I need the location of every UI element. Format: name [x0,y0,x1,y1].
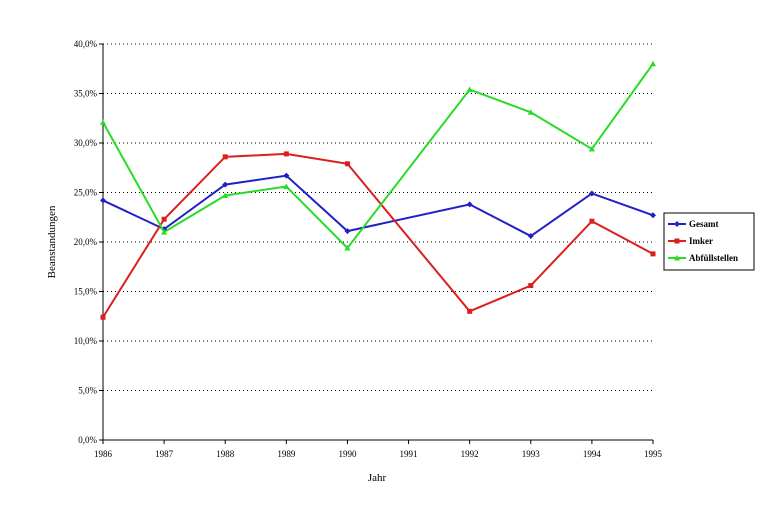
data-point-gesamt [222,181,229,188]
data-point-gesamt [650,212,656,219]
series-abf-llstellen [100,60,656,251]
data-point-imker [283,151,289,157]
x-tick-label: 1995 [644,449,663,459]
data-point-imker [589,218,595,224]
data-point-gesamt [100,197,106,204]
x-tick-label: 1991 [400,449,418,459]
x-tick-label: 1986 [94,449,113,459]
x-axis-title: Jahr [368,472,387,484]
y-tick-label: 40,0% [74,39,98,49]
data-point-abf-llstellen [527,109,534,115]
legend-label-imker: Imker [689,236,713,246]
data-point-gesamt [344,228,351,235]
y-tick-label: 5,0% [78,386,97,396]
x-tick-label: 1993 [522,449,541,459]
data-point-abf-llstellen [344,244,351,251]
data-point-imker [467,308,473,314]
x-tick-label: 1988 [216,449,235,459]
data-point-gesamt [527,233,534,240]
data-point-imker [222,154,228,160]
data-point-abf-llstellen [650,60,656,67]
y-tick-label: 25,0% [74,188,98,198]
data-point-imker [528,283,534,289]
data-point-gesamt [466,201,473,208]
x-tick-label: 1992 [461,449,479,459]
legend-label-gesamt: Gesamt [689,219,719,229]
legend-marker-gesamt [674,221,680,227]
data-point-imker [100,314,106,320]
data-point-gesamt [283,172,290,179]
x-tick-label: 1989 [277,449,296,459]
y-tick-label: 20,0% [74,237,98,247]
series-lines [100,60,656,320]
legend: Gesamt Imker Abfüllstellen [663,212,755,271]
x-tick-labels: 1986 1987 1988 1989 1990 1991 1992 1993 1994 1995 [94,449,663,459]
y-tick-label: 30,0% [74,138,98,148]
y-tick-label: 35,0% [74,89,98,99]
y-tick-label: 0,0% [78,435,97,445]
legend-marker-imker [674,238,680,244]
legend-marker-abf-llstellen [674,255,680,261]
data-point-abf-llstellen [588,145,595,152]
series-imker [100,151,656,320]
data-point-imker [344,161,350,167]
x-tick-label: 1990 [338,449,357,459]
axes [99,43,654,444]
data-point-abf-llstellen [100,119,106,125]
x-tick-label: 1994 [583,449,602,459]
data-point-abf-llstellen [222,192,229,198]
y-axis-title: Beanstandungen [46,205,58,278]
data-point-abf-llstellen [283,183,290,190]
data-point-abf-llstellen [466,86,473,93]
data-point-imker [161,216,167,222]
y-tick-label: 10,0% [74,336,98,346]
data-point-abf-llstellen [161,229,168,235]
data-point-imker [650,251,656,257]
y-tick-label: 15,0% [74,287,98,297]
legend-label-abf-llstellen: Abfüllstellen [689,253,738,263]
y-tick-labels: 0,0% 5,0% 10,0% 15,0% 20,0% 25,0% 30,0% 35,0% 40… [74,39,98,445]
data-point-gesamt [588,190,595,197]
x-tick-label: 1987 [155,449,174,459]
